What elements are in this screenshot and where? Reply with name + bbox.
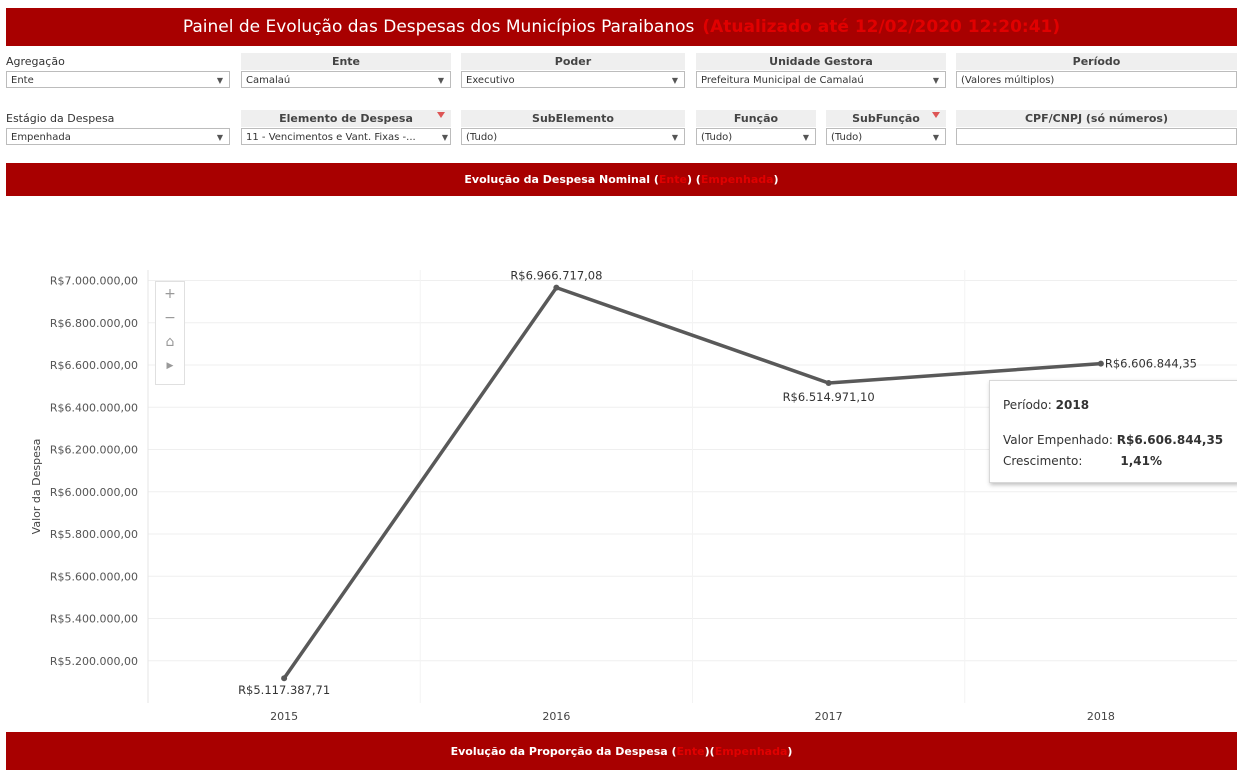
home-icon[interactable]: ⌂ xyxy=(165,334,175,350)
tooltip-period-label: Período: xyxy=(1003,398,1052,412)
y-tick-label: R$6.800.000,00 xyxy=(50,317,138,330)
chevron-down-icon: ▼ xyxy=(441,133,448,142)
filter-label: Estágio da Despesa xyxy=(6,112,115,125)
agregacao-dropdown[interactable]: Ente ▼ xyxy=(6,71,230,88)
chevron-down-icon: ▼ xyxy=(802,133,809,142)
dashboard-title-banner: Painel de Evolução das Despesas dos Muni… xyxy=(6,8,1237,46)
subelemento-dropdown[interactable]: (Tudo) ▼ xyxy=(461,128,685,145)
filter-label: Função xyxy=(696,110,816,127)
chart-tooltip: Período: 2018 Valor Empenhado: R$6.606.8… xyxy=(989,380,1237,483)
unidade-gestora-dropdown[interactable]: Prefeitura Municipal de Camalaú ▼ xyxy=(696,71,946,88)
filter-funcao: Função (Tudo) ▼ xyxy=(696,110,816,145)
series-line xyxy=(282,285,1101,680)
chevron-down-icon: ▼ xyxy=(932,133,939,142)
periodo-dropdown[interactable]: (Valores múltiplos) xyxy=(956,71,1237,88)
chevron-down-icon: ▼ xyxy=(437,76,444,85)
ente-dropdown[interactable]: Camalaú ▼ xyxy=(241,71,451,88)
filter-label: SubFunção xyxy=(826,110,946,127)
x-tick-label: 2015 xyxy=(270,710,298,723)
filter-subfuncao: SubFunção (Tudo) ▼ xyxy=(826,110,946,145)
y-axis-title: Valor da Despesa xyxy=(30,439,43,535)
x-tick-label: 2017 xyxy=(815,710,843,723)
tooltip-growth-label: Crescimento: xyxy=(1003,454,1083,468)
data-point xyxy=(1097,360,1104,367)
filter-estagio: Estágio da Despesa Empenhada ▼ xyxy=(6,110,230,145)
elemento-dropdown[interactable]: 11 - Vencimentos e Vant. Fixas -... ▼ xyxy=(241,128,451,145)
chevron-down-icon: ▼ xyxy=(216,133,223,142)
filter-poder: Poder Executivo ▼ xyxy=(461,53,685,88)
data-point xyxy=(553,284,560,291)
y-tick-label: R$5.600.000,00 xyxy=(50,570,138,583)
section-title-text: ) xyxy=(787,744,793,758)
section-title-nominal: Evolução da Despesa Nominal (Ente) (Empe… xyxy=(6,163,1237,196)
estagio-dropdown[interactable]: Empenhada ▼ xyxy=(6,128,230,145)
plus-icon[interactable]: + xyxy=(164,286,176,302)
filter-subelemento: SubElemento (Tudo) ▼ xyxy=(461,110,685,145)
x-tick-label: 2018 xyxy=(1087,710,1115,723)
section-title-text: ) ( xyxy=(686,173,701,186)
filter-funnel-icon[interactable] xyxy=(437,112,445,121)
chevron-down-icon: ▼ xyxy=(932,76,939,85)
data-point xyxy=(825,380,832,387)
poder-dropdown[interactable]: Executivo ▼ xyxy=(461,71,685,88)
tooltip-growth-value: 1,41% xyxy=(1120,454,1163,468)
filter-periodo: Período (Valores múltiplos) xyxy=(956,53,1237,88)
y-tick-label: R$5.800.000,00 xyxy=(50,528,138,541)
x-tick-label: 2016 xyxy=(542,710,570,723)
dashboard-title: Painel de Evolução das Despesas dos Muni… xyxy=(182,17,695,37)
filter-label: CPF/CNPJ (só números) xyxy=(956,110,1237,127)
tooltip-value-value: R$6.606.844,35 xyxy=(1116,433,1224,447)
y-tick-label: R$6.400.000,00 xyxy=(50,401,138,414)
y-tick-label: R$7.000.000,00 xyxy=(50,275,138,288)
filter-label: Poder xyxy=(461,53,685,70)
filter-label: SubElemento xyxy=(461,110,685,127)
filter-agregacao: Agregação Ente ▼ xyxy=(6,53,230,88)
filter-unidade-gestora: Unidade Gestora Prefeitura Municipal de … xyxy=(696,53,946,88)
chevron-down-icon: ▼ xyxy=(671,133,678,142)
data-label: R$6.966.717,08 xyxy=(510,269,602,283)
section-title-text: Evolução da Despesa Nominal ( xyxy=(464,173,659,186)
filter-cpf-cnpj: CPF/CNPJ (só números) xyxy=(956,110,1237,145)
data-label: R$5.117.387,71 xyxy=(238,683,330,697)
filter-ente: Ente Camalaú ▼ xyxy=(241,53,451,88)
filter-elemento: Elemento de Despesa 11 - Vencimentos e V… xyxy=(241,110,451,145)
section-title-proportion: Evolução da Proporção da Despesa (Ente)(… xyxy=(6,732,1237,770)
section-title-text: Evolução da Proporção da Despesa ( xyxy=(450,744,677,758)
section-aggregation: Ente xyxy=(658,173,687,186)
minus-icon[interactable]: − xyxy=(164,310,176,326)
filter-label: Elemento de Despesa xyxy=(241,110,451,127)
data-label: R$6.606.844,35 xyxy=(1105,357,1197,371)
play-icon[interactable]: ▶ xyxy=(166,361,174,371)
tooltip-value-label: Valor Empenhado: xyxy=(1003,433,1113,447)
filter-label: Agregação xyxy=(6,55,65,68)
chart-zoom-controls: + − ⌂ ▶ xyxy=(155,281,185,385)
section-title-text: )( xyxy=(704,744,715,758)
section-aggregation: Ente xyxy=(676,744,705,758)
y-tick-label: R$6.000.000,00 xyxy=(50,486,138,499)
section-title-text: ) xyxy=(773,173,779,186)
y-tick-label: R$6.200.000,00 xyxy=(50,444,138,457)
subfuncao-dropdown[interactable]: (Tudo) ▼ xyxy=(826,128,946,145)
filter-funnel-icon[interactable] xyxy=(932,112,940,121)
y-tick-label: R$6.600.000,00 xyxy=(50,359,138,372)
data-label: R$6.514.971,10 xyxy=(783,390,875,404)
y-tick-label: R$5.400.000,00 xyxy=(50,613,138,626)
filter-label: Unidade Gestora xyxy=(696,53,946,70)
funcao-dropdown[interactable]: (Tudo) ▼ xyxy=(696,128,816,145)
section-stage: Empenhada xyxy=(714,744,788,758)
chevron-down-icon: ▼ xyxy=(671,76,678,85)
y-tick-label: R$5.200.000,00 xyxy=(50,655,138,668)
update-timestamp: (Atualizado até 12/02/2020 12:20:41) xyxy=(702,17,1061,37)
filter-label: Período xyxy=(956,53,1237,70)
section-stage: Empenhada xyxy=(700,173,774,186)
data-point xyxy=(281,675,288,682)
chevron-down-icon: ▼ xyxy=(216,76,223,85)
filter-label: Ente xyxy=(241,53,451,70)
tooltip-period-value: 2018 xyxy=(1055,398,1090,412)
